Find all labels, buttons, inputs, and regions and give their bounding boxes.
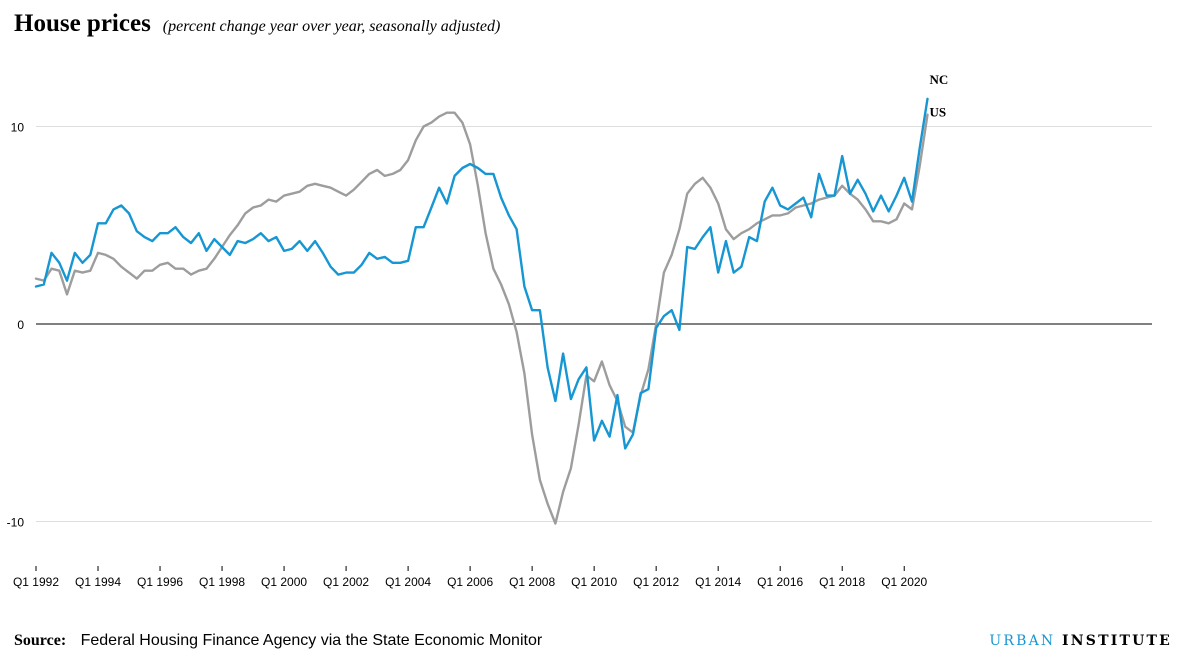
x-tick-label: Q1 1994 (75, 575, 121, 589)
series-layer (34, 97, 929, 525)
series-line-us (34, 111, 929, 525)
x-tick-label: Q1 1998 (199, 575, 245, 589)
x-axis: Q1 1992 Q1 1994 Q1 1996 Q1 1998 Q1 2000 Q1 20… (13, 566, 928, 589)
x-tick-label: Q1 2002 (323, 575, 369, 589)
chart-header: House prices (percent change year over y… (14, 10, 500, 38)
x-tick-label: Q1 2020 (881, 575, 927, 589)
series-label-nc: NC (929, 72, 948, 87)
series-line-nc (34, 97, 929, 450)
x-tick-label: Q1 1996 (137, 575, 183, 589)
brand-word-institute: INSTITUTE (1062, 633, 1172, 649)
series-label-us: US (929, 105, 946, 120)
x-tick-label: Q1 2014 (695, 575, 741, 589)
x-tick-label: Q1 2006 (447, 575, 493, 589)
x-tick-label: Q1 2008 (509, 575, 555, 589)
source-text: Federal Housing Finance Agency via the S… (80, 632, 543, 649)
y-tick-label: 0 (17, 318, 24, 332)
x-tick-label: Q1 1992 (13, 575, 59, 589)
source-note: Source: Federal Housing Finance Agency v… (14, 632, 542, 650)
x-tick-label: Q1 2000 (261, 575, 307, 589)
y-tick-label: 10 (11, 121, 25, 135)
line-chart: -10 0 10 Q1 1992 Q1 1994 Q1 1996 Q1 1998 Q1 20… (7, 72, 1152, 589)
x-tick-label: Q1 2004 (385, 575, 431, 589)
grid-layer: -10 0 10 (7, 121, 1152, 530)
series-labels: NC US (929, 72, 948, 120)
chart-subtitle: (percent change year over year, seasonal… (162, 18, 501, 35)
source-label: Source: (14, 632, 67, 649)
x-tick-label: Q1 2018 (819, 575, 865, 589)
urban-institute-logo: URBAN INSTITUTE (989, 633, 1172, 649)
y-tick-label: -10 (7, 516, 25, 530)
chart-title: House prices (14, 10, 151, 37)
x-tick-label: Q1 2012 (633, 575, 679, 589)
x-tick-label: Q1 2010 (571, 575, 617, 589)
x-tick-label: Q1 2016 (757, 575, 803, 589)
brand-word-urban: URBAN (989, 633, 1056, 649)
